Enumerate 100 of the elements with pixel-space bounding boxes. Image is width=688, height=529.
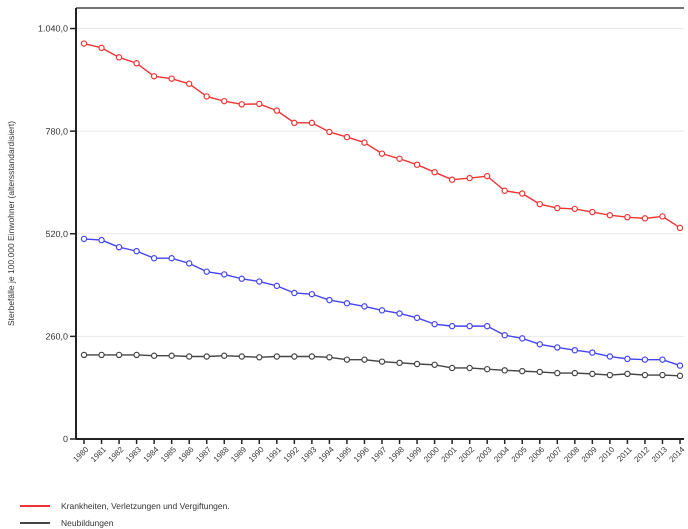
point bbox=[589, 208, 596, 216]
point bbox=[431, 168, 438, 176]
y-tick-label: 0 bbox=[62, 434, 68, 444]
point bbox=[361, 139, 368, 146]
point bbox=[291, 120, 298, 126]
point bbox=[484, 172, 490, 180]
point bbox=[448, 364, 456, 372]
point bbox=[659, 213, 666, 220]
point bbox=[466, 322, 473, 330]
point bbox=[554, 344, 560, 351]
point bbox=[519, 335, 526, 342]
legend-label: Krankheiten, Verletzungen und Vergiftungen. bbox=[61, 500, 230, 511]
point bbox=[484, 322, 490, 330]
point bbox=[502, 188, 508, 194]
point bbox=[554, 370, 560, 376]
point bbox=[519, 368, 526, 374]
point bbox=[536, 368, 543, 376]
point bbox=[642, 215, 648, 222]
point bbox=[150, 73, 158, 80]
y-tick-label: 520,0 bbox=[45, 228, 68, 239]
point bbox=[431, 320, 438, 328]
point bbox=[274, 282, 280, 290]
point bbox=[396, 360, 403, 366]
point bbox=[238, 276, 245, 282]
point bbox=[676, 372, 684, 380]
point bbox=[133, 60, 140, 66]
point bbox=[642, 372, 648, 378]
point bbox=[396, 156, 403, 162]
point bbox=[221, 352, 228, 359]
point bbox=[344, 356, 350, 363]
point bbox=[378, 150, 386, 157]
point bbox=[448, 176, 456, 183]
point bbox=[606, 212, 614, 218]
point bbox=[502, 332, 508, 338]
point bbox=[361, 303, 368, 310]
point bbox=[484, 366, 490, 372]
point bbox=[150, 352, 158, 359]
point bbox=[168, 75, 175, 82]
point bbox=[624, 356, 631, 362]
y-axis-title: Sterbefälle je 100.000 Einwohner (altersstandardisiert) bbox=[6, 120, 16, 326]
point bbox=[256, 354, 262, 360]
point bbox=[274, 353, 280, 360]
point bbox=[572, 346, 578, 354]
point bbox=[431, 362, 438, 368]
point bbox=[536, 200, 543, 208]
point bbox=[554, 204, 560, 212]
point bbox=[256, 278, 262, 285]
point bbox=[624, 370, 631, 378]
point bbox=[291, 353, 298, 360]
point bbox=[256, 100, 262, 108]
point bbox=[624, 214, 631, 220]
point bbox=[116, 244, 122, 250]
point bbox=[291, 290, 298, 296]
point bbox=[676, 224, 684, 232]
point bbox=[186, 260, 192, 267]
point bbox=[344, 300, 350, 306]
y-tick-label: 260,0 bbox=[45, 332, 68, 342]
point bbox=[378, 358, 386, 365]
legend-label: Neubildungen bbox=[61, 518, 114, 528]
point bbox=[98, 44, 105, 52]
point bbox=[168, 255, 175, 262]
point bbox=[274, 107, 280, 114]
point bbox=[238, 101, 245, 108]
point bbox=[361, 356, 368, 363]
point bbox=[519, 190, 526, 197]
point bbox=[308, 353, 316, 360]
point bbox=[308, 290, 316, 298]
point bbox=[204, 353, 210, 360]
point bbox=[659, 356, 666, 363]
point bbox=[116, 54, 122, 61]
point bbox=[221, 98, 228, 104]
point bbox=[80, 352, 88, 358]
point bbox=[659, 372, 666, 378]
point bbox=[448, 322, 456, 330]
point bbox=[308, 120, 316, 126]
point bbox=[133, 352, 140, 358]
point bbox=[589, 349, 596, 356]
point bbox=[326, 296, 333, 304]
point bbox=[642, 356, 648, 363]
point bbox=[80, 40, 88, 47]
point bbox=[168, 352, 175, 359]
point bbox=[344, 134, 350, 140]
point bbox=[186, 353, 192, 360]
point bbox=[80, 236, 88, 242]
point bbox=[676, 362, 684, 369]
y-tick-label: 1.040,0 bbox=[38, 24, 68, 34]
point bbox=[116, 352, 122, 358]
point bbox=[238, 353, 245, 360]
point bbox=[606, 372, 614, 378]
point bbox=[326, 354, 333, 360]
point bbox=[502, 367, 508, 374]
point bbox=[414, 360, 420, 368]
point bbox=[98, 236, 105, 244]
point bbox=[150, 255, 158, 262]
point bbox=[589, 370, 596, 378]
point bbox=[204, 93, 210, 100]
point bbox=[221, 271, 228, 278]
point bbox=[98, 352, 105, 358]
point bbox=[466, 364, 473, 372]
point bbox=[606, 353, 614, 360]
